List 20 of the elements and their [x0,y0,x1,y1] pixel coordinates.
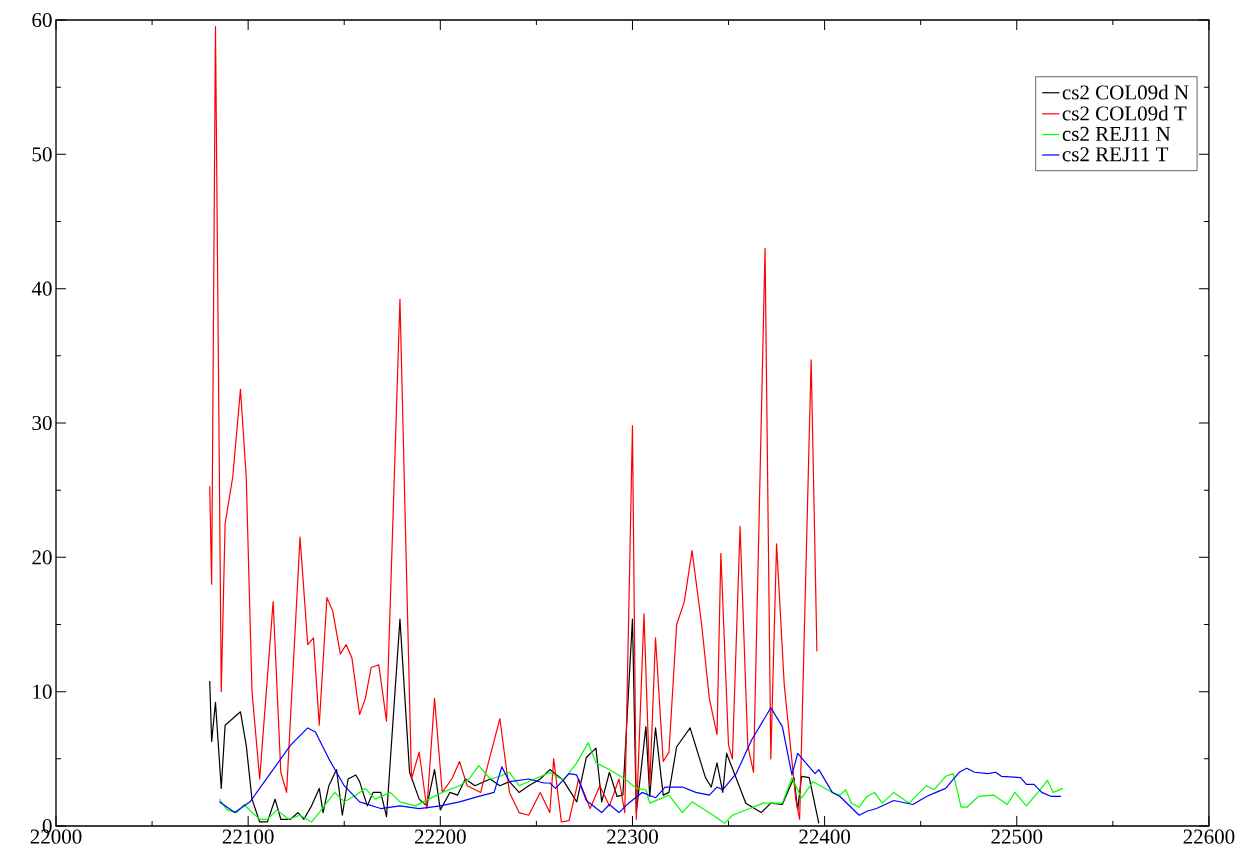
legend-label: cs2 COL09d N [1062,84,1189,100]
y-tick-label: 40 [31,281,52,296]
line-series [218,707,1062,816]
legend-label: cs2 REJ11 T [1062,147,1169,162]
y-tick-label: 30 [32,415,52,431]
y-tick-label: 10 [33,684,52,699]
y-tick-label: 60 [32,12,52,28]
y-tick-label: 50 [32,147,52,162]
x-tick-label: 22300 [607,829,658,844]
legend-label: cs2 COL09d T [1062,105,1187,121]
x-tick-label: 22100 [222,829,274,844]
x-tick-label: 22400 [799,829,851,844]
x-tick-label: 22600 [1183,829,1235,844]
line-series [218,742,1064,824]
line-series [209,618,820,824]
legend-label: cs2 REJ11 N [1062,126,1171,141]
y-tick-label: 20 [32,550,52,565]
x-tick-label: 22200 [414,829,466,844]
x-tick-label: 22500 [991,829,1043,844]
line-series [209,26,818,823]
